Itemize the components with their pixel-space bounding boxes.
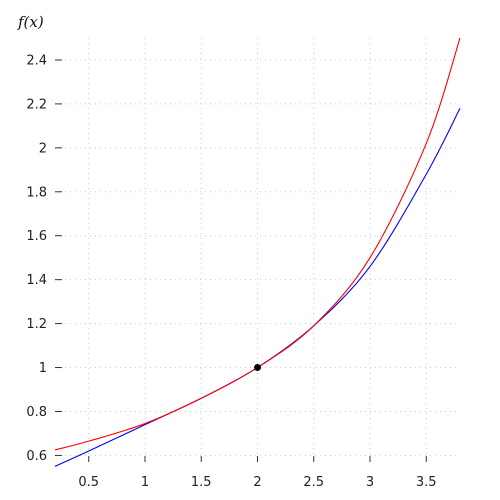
x-tick-label: 2.5 [303,475,324,490]
y-tick-label: 1.6 [26,229,47,244]
x-tick-label: 3.5 [416,475,437,490]
y-tick-label: 1 [39,361,47,376]
x-axis: 0.5 1 1.5 2 2.5 3 3.5 [78,456,437,490]
y-tick-label: 0.6 [26,449,47,464]
y-axis-title: f(x) [17,13,44,31]
y-tick-label: 0.8 [26,405,47,420]
y-tick-label: 2.4 [26,53,47,68]
x-tick-label: 2 [253,475,261,490]
y-axis: 0.6 0.8 1 1.2 1.4 1.6 1.8 2 2.2 2.4 [26,53,62,464]
highlight-point [254,364,261,372]
y-tick-label: 2.2 [26,97,47,112]
x-tick-label: 0.5 [78,475,99,490]
x-tick-label: 3 [366,475,374,490]
grid [55,38,460,462]
series-line-0 [54,108,461,467]
point-layer [254,364,261,372]
y-tick-label: 1.8 [26,185,47,200]
x-tick-label: 1 [141,475,149,490]
y-tick-label: 1.4 [26,273,47,288]
y-tick-label: 2 [39,141,47,156]
y-tick-label: 1.2 [26,317,47,332]
series-layer [54,37,461,467]
series-line-1 [54,37,461,451]
x-tick-label: 1.5 [191,475,212,490]
